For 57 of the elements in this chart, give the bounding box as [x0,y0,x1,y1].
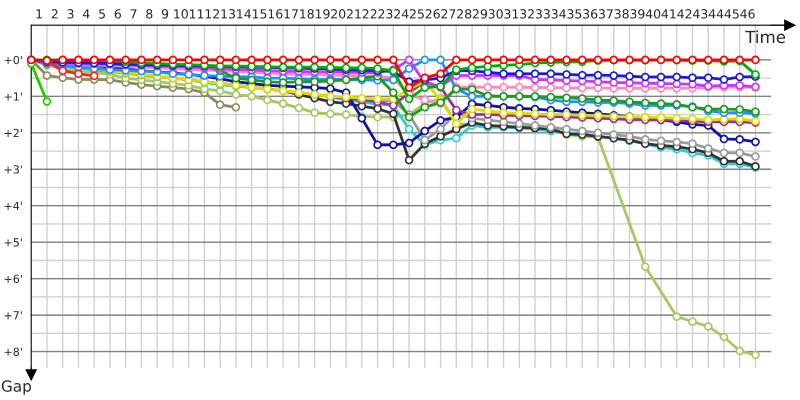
x-tick-label: 43 [693,9,708,19]
x-tick-label: 37 [598,9,613,19]
x-tick-label: 1 [36,9,42,18]
x-tick-label: 42 [677,9,692,18]
x-tick-label: 40 [646,9,660,19]
x-tick-label: 44 [708,9,724,18]
x-tick-label: 18 [300,9,314,19]
x-tick-label: 8 [146,9,152,19]
x-tick-label: 41 [662,9,676,18]
y-tick-label: +5' [4,238,22,247]
x-axis-title: Time [745,30,786,44]
x-tick-label: 9 [162,9,168,19]
x-tick-label: 20 [331,9,346,19]
x-tick-label: 2 [52,9,58,18]
x-tick-label: 46 [740,9,755,19]
x-tick-label: 24 [394,9,408,18]
y-tick-label: +4' [4,202,22,210]
x-tick-label: 28 [457,9,472,19]
y-tick-label: +3' [4,165,22,174]
x-tick-label: 35 [567,9,582,19]
x-tick-label: 19 [316,9,330,19]
x-tick-label: 22 [362,9,376,18]
x-tick-label: 17 [284,9,298,18]
x-tick-label: 15 [252,9,266,19]
y-axis-title: Gap [2,380,32,395]
x-tick-label: 38 [614,9,629,19]
x-tick-label: 11 [190,9,204,18]
x-tick-label: 30 [488,9,503,19]
y-tick-label: +7' [4,311,22,320]
x-tick-label: 13 [221,9,235,19]
x-tick-label: 21 [346,9,361,18]
x-tick-label: 39 [630,9,644,19]
x-tick-label: 6 [114,9,121,19]
x-tick-label: 3 [68,9,74,19]
x-tick-label: 33 [536,9,550,19]
x-tick-label: 14 [237,9,252,18]
y-tick-label: +6' [4,274,22,284]
x-tick-label: 12 [206,9,219,18]
x-tick-label: 32 [520,9,534,19]
x-tick-label: 23 [378,9,392,19]
x-tick-label: 5 [99,9,105,19]
x-tick-label: 36 [583,9,598,19]
y-tick-label: +0' [4,56,22,64]
y-tick-label: +8' [4,348,22,356]
y-tick-label: +1' [4,92,22,101]
x-tick-label: 29 [472,9,487,19]
x-tick-label: 16 [268,9,282,19]
x-tick-label: 7 [130,9,136,18]
x-tick-label: 45 [724,9,739,19]
x-tick-label: 31 [504,9,518,19]
x-tick-label: 10 [174,9,188,19]
x-tick-label: 27 [441,9,456,18]
y-tick-label: +2' [4,128,22,137]
x-tick-label: 34 [552,9,566,19]
x-tick-label: 4 [82,9,90,18]
x-tick-label: 25 [410,9,424,19]
x-tick-label: 26 [426,9,440,19]
